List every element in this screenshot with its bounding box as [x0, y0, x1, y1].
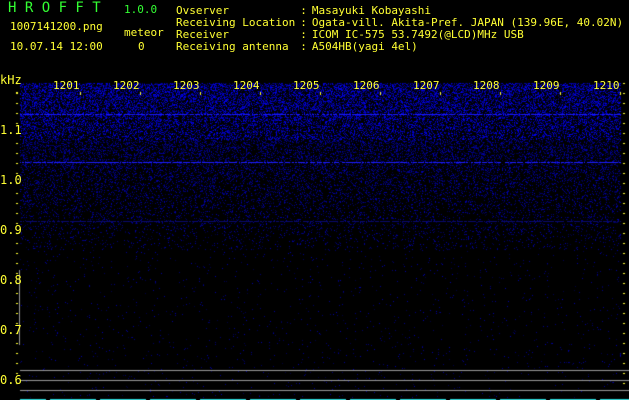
app-title: H R O F F T [8, 0, 101, 16]
y-tick-label: 1.1 [0, 123, 22, 137]
meteor-count: 0 [138, 40, 145, 53]
info-label: Receiver [176, 28, 229, 41]
x-tick-label: 1210 [593, 79, 620, 92]
x-tick-label: 1203 [173, 79, 200, 92]
info-label: Receiving Location [176, 16, 296, 29]
receiver-value: ICOM IC-575 53.7492(@LCD)MHz USB [311, 28, 524, 41]
y-tick-label: 0.7 [0, 323, 22, 337]
y-tick-label: 0.8 [0, 273, 22, 287]
y-axis-unit: kHz [0, 73, 22, 87]
x-tick-label: 1209 [533, 79, 560, 92]
x-tick-label: 1206 [353, 79, 380, 92]
info-colon: : [300, 28, 307, 41]
x-tick-label: 1202 [113, 79, 140, 92]
filename: 1007141200.png [10, 20, 103, 33]
app-version: 1.0.0 [124, 3, 158, 16]
info-colon: : [300, 4, 307, 17]
info-colon: : [300, 16, 307, 29]
x-tick-label: 1204 [233, 79, 260, 92]
meteor-label: meteor [124, 26, 164, 39]
info-colon: : [300, 40, 307, 53]
x-tick-label: 1201 [53, 79, 80, 92]
y-tick-label: 1.0 [0, 173, 22, 187]
antenna-value: A504HB(yagi 4el) [311, 40, 418, 53]
y-tick-label: 0.6 [0, 373, 22, 387]
x-tick-label: 1208 [473, 79, 500, 92]
x-tick-label: 1207 [413, 79, 440, 92]
station-info: Ovserver : Masayuki Kobayashi Receiving … [176, 5, 623, 53]
info-label: Ovserver [176, 4, 229, 17]
datetime: 10.07.14 12:00 [10, 40, 103, 53]
location-value: Ogata-vill. Akita-Pref. JAPAN (139.96E, … [311, 16, 624, 29]
x-tick-label: 1205 [293, 79, 320, 92]
observer-value: Masayuki Kobayashi [311, 4, 432, 17]
y-tick-label: 0.9 [0, 223, 22, 237]
info-label: Receiving antenna [176, 40, 289, 53]
